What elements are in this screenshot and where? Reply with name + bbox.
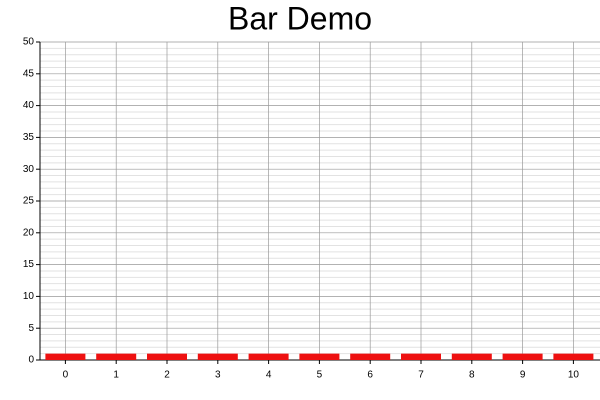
bar <box>96 353 137 360</box>
y-tick-label: 30 <box>23 164 35 175</box>
y-tick-label: 40 <box>23 100 35 111</box>
y-tick-label: 20 <box>23 227 35 238</box>
bar <box>502 353 543 360</box>
x-tick-label: 9 <box>520 370 526 381</box>
x-tick-label: 5 <box>317 370 323 381</box>
bar <box>299 353 340 360</box>
y-tick-label: 45 <box>23 68 35 79</box>
x-tick-label: 2 <box>164 370 170 381</box>
bar <box>401 353 441 360</box>
x-tick-label: 7 <box>418 370 424 381</box>
x-tick-label: 6 <box>367 370 373 381</box>
y-tick-label: 25 <box>23 196 35 207</box>
x-tick-label: 3 <box>215 370 221 381</box>
bar <box>451 353 492 360</box>
x-tick-label: 1 <box>113 370 119 381</box>
x-tick-label: 10 <box>568 370 580 381</box>
bar <box>147 353 187 360</box>
x-tick-label: 4 <box>266 370 272 381</box>
y-tick-label: 0 <box>28 355 34 366</box>
bar <box>350 353 391 360</box>
bar <box>248 353 289 360</box>
bar <box>45 353 86 360</box>
y-tick-label: 50 <box>23 37 35 48</box>
y-tick-label: 35 <box>23 132 35 143</box>
x-tick-label: 8 <box>469 370 475 381</box>
y-tick-label: 15 <box>23 259 35 270</box>
chart-title: Bar Demo <box>228 0 372 36</box>
x-tick-label: 0 <box>63 370 69 381</box>
bar <box>553 353 594 360</box>
y-tick-label: 5 <box>28 323 34 334</box>
y-tick-label: 10 <box>23 291 35 302</box>
bar <box>197 353 238 360</box>
